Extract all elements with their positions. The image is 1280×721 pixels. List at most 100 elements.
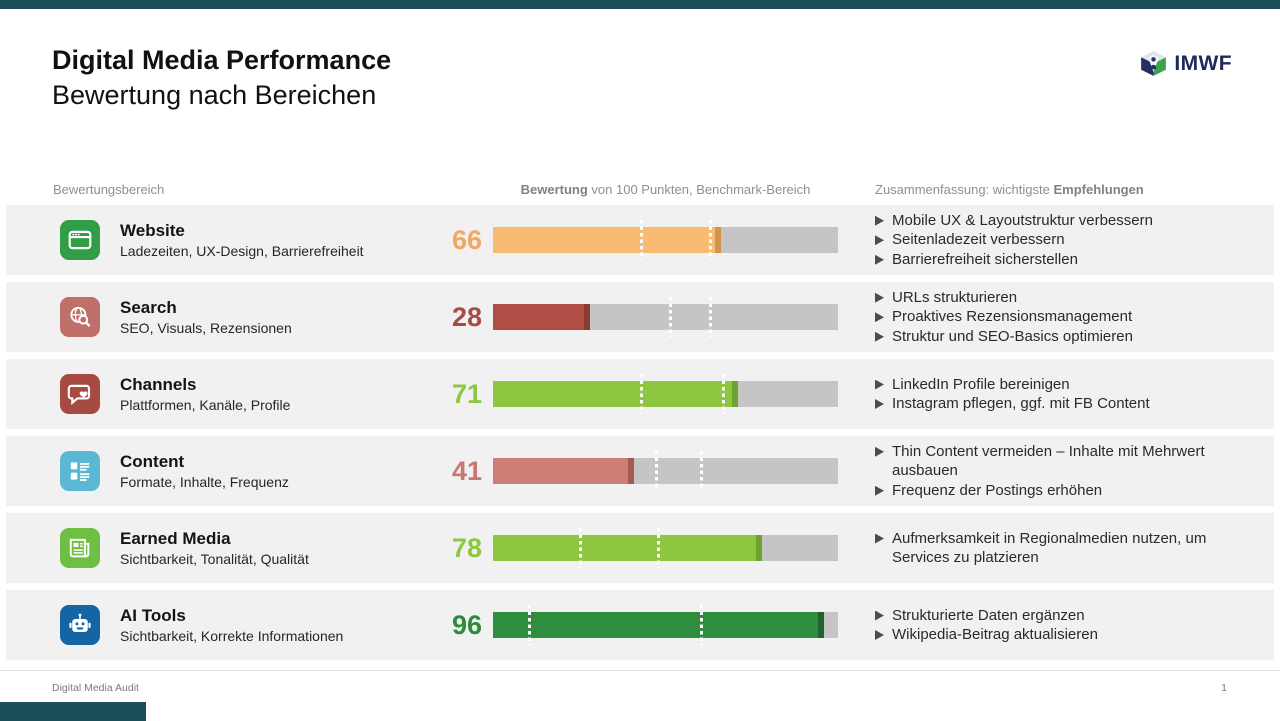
- score-bar-cap: [628, 458, 635, 484]
- category-row-website: Website Ladezeiten, UX-Design, Barrieref…: [6, 205, 1274, 275]
- recommendation-item: Struktur und SEO-Basics optimieren: [875, 327, 1262, 347]
- category-row-earned-media: Earned Media Sichtbarkeit, Tonalität, Qu…: [6, 513, 1274, 583]
- recommendation-text: Aufmerksamkeit in Regionalmedien nutzen,…: [892, 529, 1207, 567]
- score-bar-fill: [493, 381, 738, 407]
- score-value: 28: [451, 301, 482, 332]
- arrow-bullet-icon: [875, 379, 884, 390]
- score-bar-cap: [756, 535, 763, 561]
- score-bar: [493, 528, 838, 568]
- recommendation-item: URLs strukturieren: [875, 288, 1262, 308]
- score-value: 66: [451, 224, 482, 255]
- benchmark-high-marker: [722, 374, 726, 414]
- benchmark-low-marker: [579, 528, 583, 568]
- category-subtitle: Sichtbarkeit, Korrekte Informationen: [120, 628, 344, 644]
- recommendations-list: Strukturierte Daten ergänzen Wikipedia-Be…: [838, 606, 1274, 645]
- recommendations-list: Aufmerksamkeit in Regionalmedien nutzen,…: [838, 529, 1274, 568]
- recommendation-item: Instagram pflegen, ggf. mit FB Content: [875, 394, 1262, 414]
- category-row-content: Content Formate, Inhalte, Frequenz 41 Th…: [6, 436, 1274, 506]
- recommendation-text: LinkedIn Profile bereinigen: [892, 375, 1070, 393]
- imwf-cube-icon: [1141, 51, 1167, 76]
- column-header-summary-bold: Empfehlungen: [1053, 182, 1144, 197]
- benchmark-low-marker: [668, 297, 672, 337]
- category-title: AI Tools: [120, 606, 186, 625]
- arrow-bullet-icon: [875, 630, 884, 640]
- column-header-area: Bewertungsbereich: [53, 182, 165, 197]
- category-subtitle: Plattformen, Kanäle, Profile: [120, 397, 291, 413]
- category-row-ai-tools: AI Tools Sichtbarkeit, Korrekte Informat…: [6, 590, 1274, 660]
- category-subtitle: Sichtbarkeit, Tonalität, Qualität: [120, 551, 309, 567]
- page-number: 1: [1221, 682, 1227, 694]
- score-bar: [493, 605, 838, 645]
- benchmark-low-marker: [527, 605, 531, 645]
- recommendation-item: Seitenladezeit verbessern: [875, 230, 1262, 250]
- browser-window-icon: [60, 220, 100, 260]
- column-header-score: Bewertung von 100 Punkten, Benchmark-Ber…: [520, 182, 811, 197]
- recommendation-item: Frequenz der Postings erhöhen: [875, 481, 1262, 501]
- content-layout-icon: [60, 451, 100, 491]
- arrow-bullet-icon: [875, 399, 884, 409]
- benchmark-low-marker: [639, 374, 643, 414]
- arrow-bullet-icon: [875, 446, 884, 457]
- score-value: 41: [451, 455, 482, 486]
- score-value: 71: [451, 378, 482, 409]
- benchmark-low-marker: [639, 220, 643, 260]
- recommendation-item: Proaktives Rezensionsmanagement: [875, 307, 1262, 327]
- footer: Digital Media Audit 1: [0, 670, 1280, 721]
- recommendations-list: Mobile UX & Layoutstruktur verbessern Sei…: [838, 211, 1274, 270]
- category-title: Website: [120, 221, 185, 240]
- arrow-bullet-icon: [875, 331, 884, 342]
- category-subtitle: SEO, Visuals, Rezensionen: [120, 320, 292, 336]
- benchmark-high-marker: [656, 528, 660, 568]
- recommendations-list: LinkedIn Profile bereinigen Instagram pfl…: [838, 375, 1274, 414]
- score-bar-cap: [714, 227, 721, 253]
- recommendation-text: Instagram pflegen, ggf. mit FB Content: [892, 395, 1150, 412]
- bottom-accent-block: [0, 702, 146, 721]
- score-bar-cap: [818, 612, 825, 638]
- recommendation-text: Thin Content vermeiden – Inhalte mit Meh…: [892, 442, 1205, 480]
- score-bar: [493, 451, 838, 491]
- score-bar-cap: [583, 304, 590, 330]
- recommendation-text: URLs strukturieren: [892, 288, 1018, 306]
- arrow-bullet-icon: [875, 254, 884, 265]
- column-header-score-bold: Bewertung: [520, 182, 588, 197]
- arrow-bullet-icon: [875, 485, 884, 496]
- benchmark-high-marker: [708, 297, 712, 337]
- category-title: Content: [120, 452, 185, 471]
- score-bar-fill: [493, 535, 763, 561]
- recommendations-list: URLs strukturieren Proaktives Rezensionsm…: [838, 288, 1274, 347]
- category-row-search: Search SEO, Visuals, Rezensionen 28 URLs…: [6, 282, 1274, 352]
- recommendation-text: Proaktives Rezensionsmanagement: [892, 308, 1133, 326]
- page-title: Digital Media Performance: [52, 45, 392, 75]
- recommendation-item: Aufmerksamkeit in Regionalmedien nutzen,…: [875, 529, 1262, 568]
- recommendation-item: LinkedIn Profile bereinigen: [875, 375, 1262, 395]
- recommendation-text: Wikipedia-Beitrag aktualisieren: [892, 626, 1098, 643]
- score-bar-fill: [493, 612, 825, 638]
- top-accent-bar: [0, 0, 1280, 9]
- recommendation-text: Strukturierte Daten ergänzen: [892, 606, 1085, 624]
- page-subtitle: Bewertung nach Bereichen: [52, 80, 377, 110]
- globe-search-icon: [60, 297, 100, 337]
- category-subtitle: Ladezeiten, UX-Design, Barrierefreiheit: [120, 243, 364, 259]
- category-title: Earned Media: [120, 529, 231, 548]
- robot-icon: [60, 605, 100, 645]
- score-bar: [493, 220, 838, 260]
- category-subtitle: Formate, Inhalte, Frequenz: [120, 474, 289, 490]
- logo-text: IMWF: [1174, 51, 1232, 75]
- arrow-bullet-icon: [875, 292, 884, 303]
- score-value: 78: [451, 532, 482, 563]
- imwf-logo: IMWF: [1140, 50, 1232, 77]
- score-bar-fill: [493, 227, 721, 253]
- title-block: Digital Media Performance Bewertung nach…: [52, 42, 391, 112]
- recommendation-text: Barrierefreiheit sicherstellen: [892, 250, 1078, 268]
- footer-label: Digital Media Audit: [52, 682, 139, 694]
- recommendation-item: Mobile UX & Layoutstruktur verbessern: [875, 211, 1262, 231]
- arrow-bullet-icon: [875, 235, 884, 246]
- benchmark-high-marker: [708, 220, 712, 260]
- recommendation-text: Struktur und SEO-Basics optimieren: [892, 327, 1133, 345]
- category-row-channels: Channels Plattformen, Kanäle, Profile 71…: [6, 359, 1274, 429]
- recommendation-text: Mobile UX & Layoutstruktur verbessern: [892, 211, 1153, 229]
- recommendation-item: Strukturierte Daten ergänzen: [875, 606, 1262, 626]
- recommendations-list: Thin Content vermeiden – Inhalte mit Meh…: [838, 442, 1274, 501]
- arrow-bullet-icon: [875, 610, 884, 621]
- benchmark-high-marker: [700, 605, 703, 645]
